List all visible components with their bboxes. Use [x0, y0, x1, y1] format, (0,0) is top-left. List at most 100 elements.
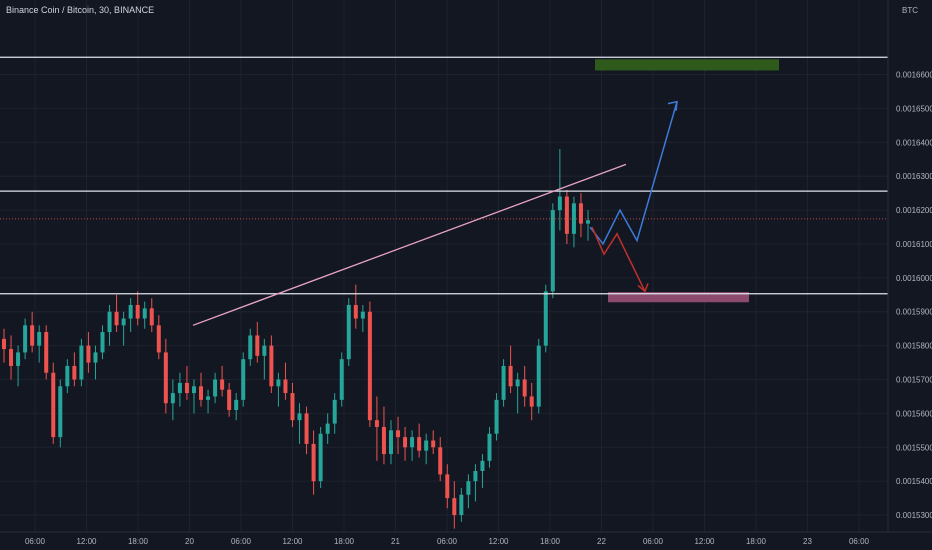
candle-body[interactable]	[269, 345, 274, 387]
candle-body[interactable]	[522, 379, 527, 397]
candle-body[interactable]	[501, 365, 506, 400]
candle-body[interactable]	[30, 325, 35, 346]
candle-body[interactable]	[16, 352, 21, 366]
support-zone	[608, 292, 749, 303]
candle-body[interactable]	[177, 382, 182, 394]
candle-body[interactable]	[311, 443, 316, 482]
candle-body[interactable]	[578, 203, 583, 224]
candle-body[interactable]	[332, 399, 337, 424]
y-tick-label: 0.0016300	[896, 172, 932, 181]
candle-body[interactable]	[100, 332, 105, 353]
candle-body[interactable]	[508, 365, 513, 387]
candle-body[interactable]	[107, 311, 112, 333]
candle-body[interactable]	[262, 345, 267, 356]
candle-body[interactable]	[466, 481, 471, 495]
candle-body[interactable]	[135, 304, 140, 319]
candle-body[interactable]	[156, 325, 161, 353]
candle-body[interactable]	[114, 311, 119, 326]
candle-body[interactable]	[381, 426, 386, 455]
candle-body[interactable]	[325, 423, 330, 434]
candle-body[interactable]	[213, 379, 218, 397]
candle-body[interactable]	[170, 393, 175, 404]
candle-body[interactable]	[79, 345, 84, 380]
candle-body[interactable]	[445, 474, 450, 499]
candle-body[interactable]	[431, 440, 436, 448]
x-tick-label: 18:00	[128, 537, 149, 546]
candle-body[interactable]	[276, 379, 281, 387]
candle-body[interactable]	[65, 365, 70, 387]
candle-body[interactable]	[494, 399, 499, 434]
candle-body[interactable]	[339, 359, 344, 400]
candle-body[interactable]	[72, 365, 77, 380]
candle-body[interactable]	[374, 420, 379, 427]
y-tick-label: 0.0016000	[896, 274, 932, 283]
candle-body[interactable]	[346, 304, 351, 360]
candle-body[interactable]	[529, 396, 534, 407]
candle-body[interactable]	[283, 379, 288, 394]
candle-body[interactable]	[452, 498, 457, 516]
x-tick-label: 06:00	[25, 537, 46, 546]
candle-body[interactable]	[9, 349, 14, 366]
candle-body[interactable]	[121, 318, 126, 326]
candle-body[interactable]	[424, 440, 429, 451]
candle-body[interactable]	[184, 382, 189, 394]
candle-body[interactable]	[142, 308, 147, 319]
x-tick-label: 12:00	[488, 537, 509, 546]
candle-body[interactable]	[58, 386, 63, 438]
candle-body[interactable]	[220, 379, 225, 390]
candle-body[interactable]	[480, 460, 485, 472]
candle-body[interactable]	[304, 413, 309, 444]
candle-body[interactable]	[199, 386, 204, 400]
y-tick-label: 0.0016100	[896, 240, 932, 249]
candle-body[interactable]	[297, 413, 302, 421]
candle-body[interactable]	[417, 437, 422, 451]
candle-body[interactable]	[536, 345, 541, 407]
candle-body[interactable]	[255, 335, 260, 356]
candle-body[interactable]	[473, 471, 478, 482]
x-tick-label: 18:00	[334, 537, 355, 546]
x-tick-label: 22	[597, 537, 606, 546]
target-zone	[595, 59, 779, 71]
y-tick-label: 0.0015700	[896, 376, 932, 385]
drawings	[192, 100, 678, 326]
candle-body[interactable]	[227, 389, 232, 411]
time-axis[interactable]: 06:00 12:00 18:00 20 06:00 12:00 18:00 21 06:00 1…	[0, 531, 932, 546]
candle-body[interactable]	[93, 352, 98, 363]
candle-body[interactable]	[44, 332, 49, 373]
candle-body[interactable]	[51, 372, 56, 438]
candle-body[interactable]	[163, 352, 168, 404]
candle-body[interactable]	[403, 437, 408, 448]
candle-body[interactable]	[23, 325, 28, 353]
candle-body[interactable]	[388, 430, 393, 455]
candle-body[interactable]	[318, 433, 323, 482]
candle-body[interactable]	[86, 345, 91, 363]
candle-body[interactable]	[438, 447, 443, 475]
candle-body[interactable]	[360, 311, 365, 319]
candle-body[interactable]	[550, 210, 555, 292]
x-tick-label: 12:00	[694, 537, 715, 546]
candle-body[interactable]	[149, 308, 154, 326]
candle-body[interactable]	[234, 399, 239, 411]
candle-body[interactable]	[410, 437, 415, 448]
candle-body[interactable]	[543, 291, 548, 346]
candle-body[interactable]	[459, 494, 464, 516]
candle-body[interactable]	[37, 332, 42, 346]
candle-body[interactable]	[487, 433, 492, 461]
candle-body[interactable]	[396, 430, 401, 438]
candle-body[interactable]	[206, 396, 211, 400]
candle-body[interactable]	[248, 335, 253, 360]
y-tick-label: 0.0015400	[896, 477, 932, 486]
candle-body[interactable]	[515, 379, 520, 387]
candle-body[interactable]	[557, 196, 562, 211]
price-axis[interactable]: BTC 0.0015300 0.0015400 0.0015500 0.0015600 0…	[887, 0, 932, 550]
candle-body[interactable]	[586, 220, 590, 224]
candle-body[interactable]	[290, 393, 295, 421]
candle-body[interactable]	[353, 304, 358, 319]
candle-body[interactable]	[367, 311, 372, 421]
candle-body[interactable]	[241, 359, 246, 400]
candle-body[interactable]	[191, 386, 196, 394]
candle-body[interactable]	[2, 338, 6, 350]
candle-body[interactable]	[128, 304, 133, 319]
candle-body[interactable]	[564, 196, 569, 234]
